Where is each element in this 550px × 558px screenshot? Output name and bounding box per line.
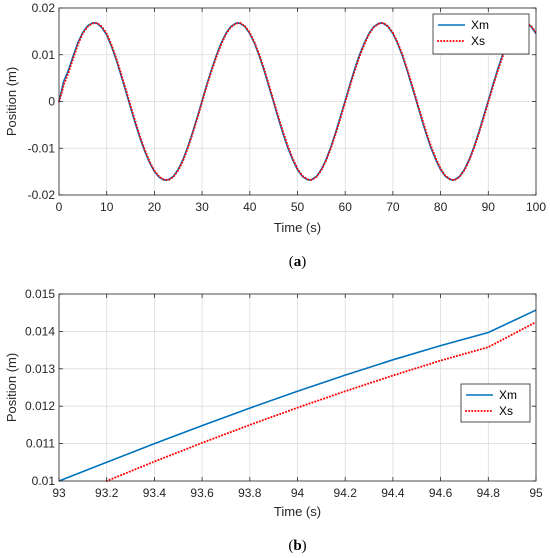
x-tick-label: 94.6	[429, 486, 453, 500]
x-axis-label: Time (s)	[274, 220, 321, 235]
x-tick-label: 93	[52, 486, 66, 500]
x-tick-label: 100	[526, 200, 546, 214]
x-tick-label: 60	[339, 200, 353, 214]
legend-label-xm: Xm	[471, 18, 489, 32]
legend-label-xs: Xs	[499, 404, 513, 418]
y-tick-label: -0.02	[28, 188, 56, 202]
x-tick-label: 40	[243, 200, 257, 214]
series-line-xm	[58, 309, 537, 482]
x-axis-label: Time (s)	[274, 504, 321, 519]
x-tick-label: 20	[148, 200, 162, 214]
chart-panel-b: 93 93.2 93.4 93.6 93.8 94 94.2 94.4 94.6 94.8 95 0.…	[4, 287, 543, 554]
y-tick-label: 0	[48, 95, 55, 109]
y-tick-label: 0.012	[25, 399, 55, 413]
y-tick-label: 0.014	[25, 324, 55, 338]
x-tick-label: 50	[291, 200, 305, 214]
series-line-xs	[58, 21, 537, 182]
figure-caption: (a)	[289, 254, 307, 270]
legend-box	[432, 13, 530, 55]
x-tick-label: 93.4	[143, 486, 167, 500]
x-tick-label: 94	[291, 486, 305, 500]
y-tick-label: 0.01	[32, 474, 56, 488]
x-tick-label: 70	[386, 200, 400, 214]
x-tick-label: 10	[100, 200, 114, 214]
x-tick-label: 90	[482, 200, 496, 214]
y-tick-label: 0.013	[25, 362, 55, 376]
x-tick-label: 93.8	[238, 486, 262, 500]
legend-box	[460, 383, 531, 423]
y-tick-label: -0.01	[28, 141, 56, 155]
legend: Xm Xs	[460, 383, 531, 423]
x-tick-label: 0	[56, 200, 63, 214]
chart-panel-a: 0 10 20 30 40 50 60 70 80 90 100 -0.02 -0.01 0 0.01 0.0…	[4, 1, 546, 270]
x-tick-label: 94.2	[334, 486, 358, 500]
x-tick-label: 95	[529, 486, 543, 500]
y-tick-label: 0.01	[32, 48, 56, 62]
legend-label-xm: Xm	[499, 388, 517, 402]
x-tick-label: 94.4	[381, 486, 405, 500]
x-tick-label: 30	[195, 200, 209, 214]
y-tick-label: 0.011	[26, 437, 55, 451]
y-tick-label: 0.02	[32, 1, 56, 15]
legend: Xm Xs	[432, 13, 530, 55]
y-axis-label: Position (m)	[4, 67, 19, 136]
y-tick-label: 0.015	[25, 287, 55, 301]
x-tick-label: 94.8	[477, 486, 501, 500]
legend-label-xs: Xs	[471, 34, 485, 48]
series-line-xs	[105, 321, 537, 482]
x-tick-label: 93.6	[190, 486, 214, 500]
x-tick-label: 80	[434, 200, 448, 214]
y-axis-label: Position (m)	[4, 353, 19, 422]
x-tick-label: 93.2	[95, 486, 119, 500]
figure-caption: (b)	[288, 538, 306, 554]
